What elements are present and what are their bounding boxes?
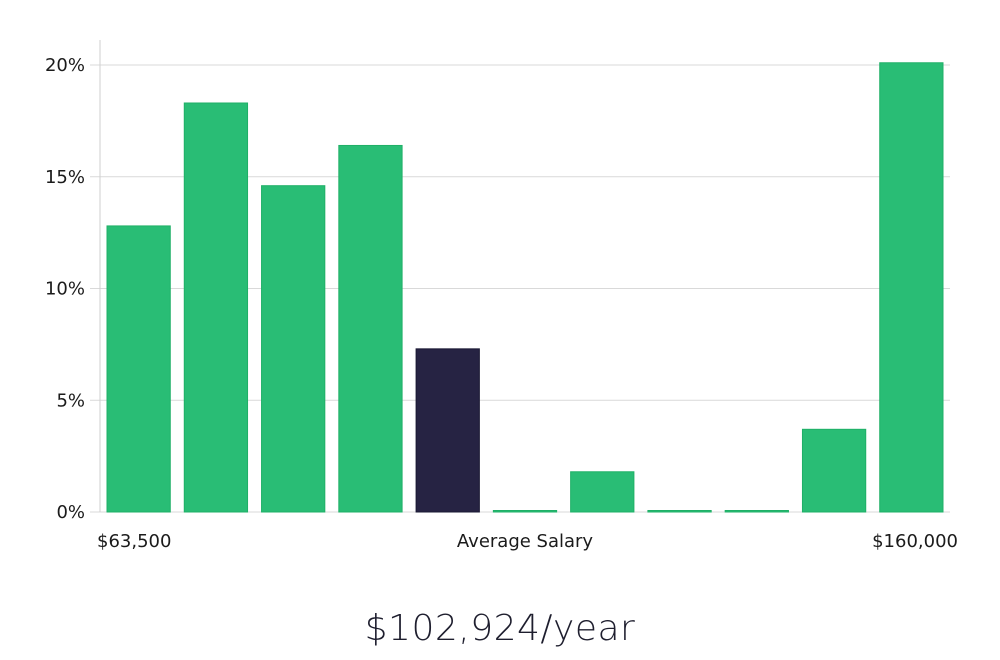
bar-5 <box>492 510 558 513</box>
y-tick-label: 20% <box>45 55 85 76</box>
salary-histogram-chart: 0% 5% 10% 15% 20% $63,500 Average Salary $16… <box>45 40 958 552</box>
bar-7 <box>647 510 712 513</box>
bar-10 <box>879 62 944 513</box>
bar-6 <box>570 471 635 513</box>
bars <box>106 62 944 513</box>
average-salary-value: $102,924/year <box>364 608 636 649</box>
x-min-label: $63,500 <box>97 531 171 552</box>
y-tick-label: 5% <box>56 390 85 411</box>
x-center-label: Average Salary <box>457 531 594 552</box>
x-max-label: $160,000 <box>872 531 958 552</box>
y-tick-label: 0% <box>56 502 85 523</box>
bar-3 <box>338 144 403 513</box>
bar-1 <box>183 102 249 513</box>
y-tick-label: 15% <box>45 167 85 188</box>
y-tick-label: 10% <box>45 279 85 300</box>
bar-0 <box>106 225 171 513</box>
y-axis-ticks: 0% 5% 10% 15% 20% <box>45 55 85 523</box>
bar-average-salary <box>415 348 480 513</box>
bar-9 <box>801 428 867 513</box>
bar-8 <box>724 510 789 513</box>
bar-2 <box>261 185 326 513</box>
